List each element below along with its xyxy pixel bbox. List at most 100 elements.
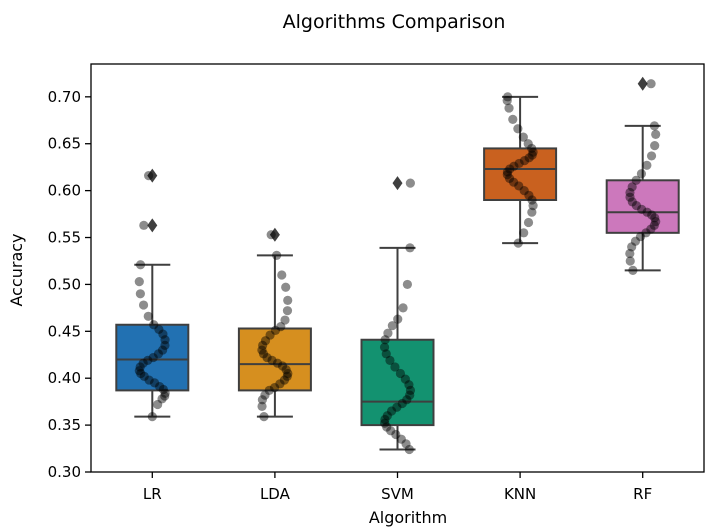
box-svm xyxy=(360,338,435,427)
point-rf-25 xyxy=(649,121,660,131)
point-lda-18 xyxy=(260,336,271,346)
point-rf-4 xyxy=(630,236,641,246)
point-svm-19 xyxy=(385,355,395,365)
point-lr-3 xyxy=(160,391,170,401)
point-lr-7 xyxy=(149,378,160,388)
point-svm-20 xyxy=(381,349,391,359)
point-lr-10 xyxy=(136,368,146,379)
point-knn-8 xyxy=(514,181,524,191)
point-rf-20 xyxy=(636,169,647,179)
point-lr-16 xyxy=(153,349,164,359)
point-svm-2 xyxy=(396,434,406,444)
point-lda-19 xyxy=(265,330,275,340)
point-lda-4 xyxy=(264,385,274,395)
point-rf-9 xyxy=(651,216,661,227)
point-lr-4 xyxy=(160,388,170,398)
point-svm-25 xyxy=(393,314,403,324)
point-svm-12 xyxy=(402,395,412,405)
point-lr-13 xyxy=(138,358,148,368)
point-knn-3 xyxy=(527,207,537,217)
y-tick-label-7: 0.65 xyxy=(48,135,81,153)
point-svm-23 xyxy=(383,328,393,338)
y-tick-label-5: 0.55 xyxy=(48,229,81,247)
x-tick-label-rf: RF xyxy=(633,485,652,503)
y-tick-label-1: 0.35 xyxy=(48,416,81,434)
point-svm-3 xyxy=(391,429,401,440)
point-lr-22 xyxy=(149,320,159,330)
point-svm-22 xyxy=(380,335,390,345)
point-lda-14 xyxy=(262,352,272,363)
point-rf-11 xyxy=(647,210,657,220)
point-rf-14 xyxy=(631,201,642,211)
point-knn-12 xyxy=(502,167,513,177)
point-lda-13 xyxy=(267,355,277,365)
point-lda-25 xyxy=(281,282,291,292)
point-lda-2 xyxy=(257,395,267,405)
point-lr-0 xyxy=(147,412,157,422)
point-rf-24 xyxy=(651,129,661,139)
point-svm-1 xyxy=(401,439,411,449)
point-lda-10 xyxy=(281,365,291,375)
point-lda-12 xyxy=(272,358,283,368)
point-rf-1 xyxy=(625,256,635,266)
point-knn-20 xyxy=(527,143,537,154)
outlier-lda-0 xyxy=(269,227,280,242)
point-lda-20 xyxy=(270,325,281,335)
point-lda-24 xyxy=(283,295,293,305)
point-knn-2 xyxy=(523,217,534,228)
point-lr-25 xyxy=(135,289,145,299)
point-knn-1 xyxy=(519,228,529,238)
point-rf-8 xyxy=(649,220,659,230)
outlier-rf-0 xyxy=(637,76,648,91)
box-rf xyxy=(605,179,680,234)
point-svm-6 xyxy=(380,418,390,428)
point-lr-18 xyxy=(160,340,170,350)
x-tick-label-lda: LDA xyxy=(260,485,291,503)
point-lr-5 xyxy=(158,384,169,395)
point-rf-12 xyxy=(642,207,652,217)
point-rf-2 xyxy=(625,248,635,259)
x-axis-label: Algorithm xyxy=(369,508,447,527)
point-svm-29 xyxy=(405,178,415,188)
box-lr xyxy=(115,323,190,392)
point-knn-5 xyxy=(527,195,537,205)
box-knn xyxy=(483,147,558,201)
point-knn-7 xyxy=(519,186,529,196)
x-tick-label-knn: KNN xyxy=(504,485,536,503)
point-svm-8 xyxy=(382,411,392,421)
point-knn-18 xyxy=(527,150,537,160)
point-svm-24 xyxy=(387,321,397,331)
point-rf-10 xyxy=(650,213,660,223)
point-rf-26 xyxy=(646,79,656,89)
point-lr-1 xyxy=(153,399,163,410)
point-lda-0 xyxy=(259,412,269,422)
point-lr-29 xyxy=(144,171,154,181)
point-svm-27 xyxy=(402,279,413,290)
point-svm-28 xyxy=(405,243,415,253)
outlier-lr-1 xyxy=(147,168,158,183)
point-knn-14 xyxy=(509,161,519,171)
point-lda-6 xyxy=(275,379,285,389)
point-svm-10 xyxy=(392,402,402,412)
point-knn-9 xyxy=(508,177,519,187)
point-lda-23 xyxy=(282,306,293,316)
point-lda-11 xyxy=(277,361,288,371)
y-tick-label-6: 0.60 xyxy=(48,182,81,200)
point-lda-28 xyxy=(266,230,276,240)
point-knn-21 xyxy=(523,139,533,149)
point-rf-23 xyxy=(650,141,660,151)
point-lr-14 xyxy=(143,355,153,365)
y-tick-label-3: 0.45 xyxy=(48,322,81,340)
point-knn-22 xyxy=(518,132,528,142)
point-svm-4 xyxy=(386,426,396,436)
point-rf-18 xyxy=(627,182,637,192)
point-lr-24 xyxy=(138,300,149,310)
point-svm-21 xyxy=(379,342,390,352)
point-knn-24 xyxy=(508,114,518,124)
point-lda-21 xyxy=(276,322,286,332)
point-svm-9 xyxy=(386,406,397,416)
axes-layer: 0.30 0.35 0.40 0.45 0.50 0.55 0.60 0.65 0.70 LR LD… xyxy=(48,63,705,503)
point-svm-5 xyxy=(382,422,392,432)
